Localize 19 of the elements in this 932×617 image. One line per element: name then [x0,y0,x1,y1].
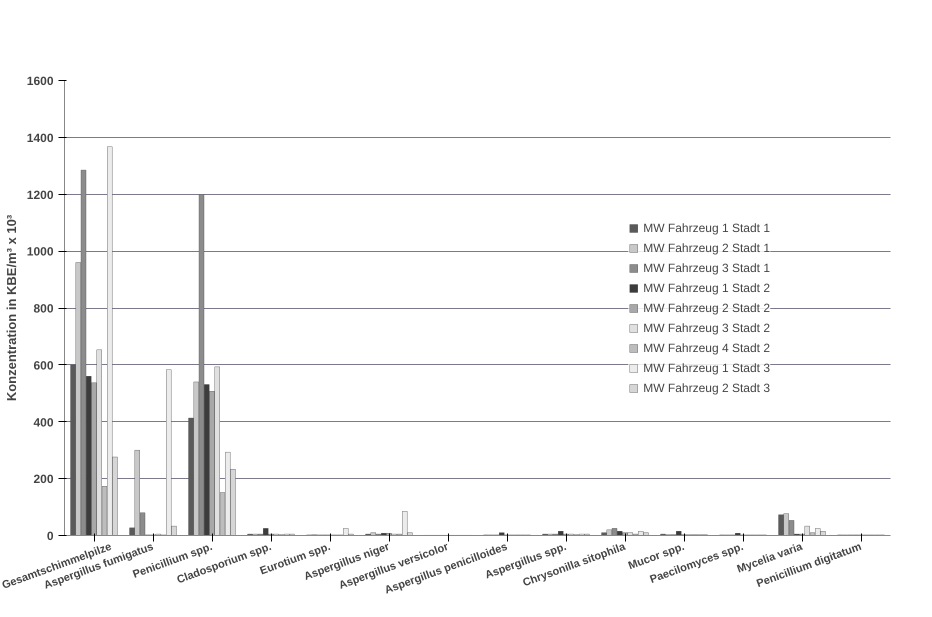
legend-label: MW Fahrzeug 2 Stadt 2 [643,300,770,314]
y-tick-label: 1400 [26,130,54,145]
y-tick-label: 800 [33,302,54,316]
y-tick-label: 600 [33,358,54,372]
y-tick-label: 400 [33,415,54,430]
legend-label: MW Fahrzeug 1 Stadt 2 [643,280,770,294]
legend-label: MW Fahrzeug 3 Stadt 2 [643,320,770,334]
y-tick-label: 1600 [26,74,54,88]
y-tick-label: 1000 [26,244,54,259]
legend-label: MW Fahrzeug 4 Stadt 2 [643,340,770,354]
legend-label: MW Fahrzeug 2 Stadt 1 [643,240,770,254]
y-tick-label: 200 [33,472,54,486]
legend-label: MW Fahrzeug 3 Stadt 1 [643,260,770,274]
legend-label: MW Fahrzeug 1 Stadt 1 [643,220,770,234]
y-tick-label: 1200 [26,188,54,202]
y-axis-title: Konzentration in KBE/m³ x 10³ [4,214,19,402]
legend-label: MW Fahrzeug 2 Stadt 3 [643,380,770,394]
y-tick-label: 0 [46,529,54,543]
legend-label: MW Fahrzeug 1 Stadt 3 [643,360,770,374]
